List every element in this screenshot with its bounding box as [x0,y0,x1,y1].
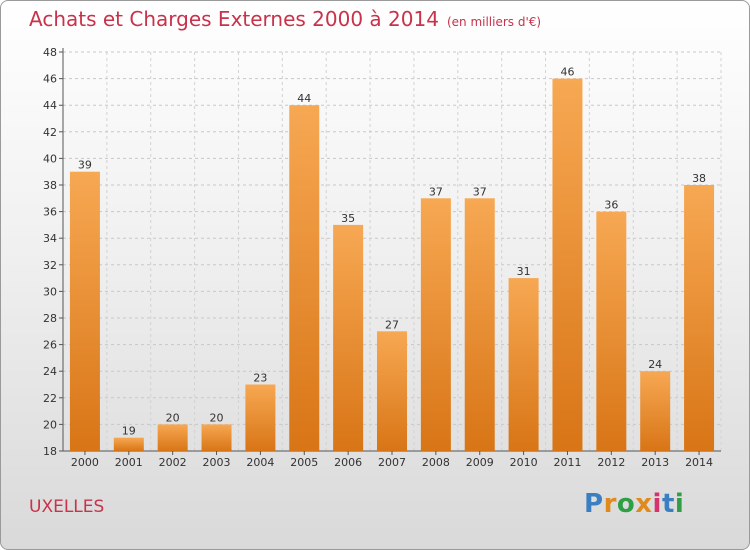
data-label-2000: 39 [78,159,92,172]
bar-2005 [289,105,320,451]
y-tick-label: 30 [43,285,57,298]
data-label-2003: 20 [210,411,224,424]
axes: 18 20 22 24 26 28 30 32 34 36 38 40 42 44 46 48 [43,46,721,458]
x-tick-label-2013: 2013 [641,456,669,469]
x-tick-label-2001: 2001 [115,456,143,469]
y-tick-label: 20 [43,418,57,431]
x-tick-label-2000: 2000 [71,456,99,469]
chart-subtitle: (en milliers d'€) [446,15,542,29]
data-label-2006: 35 [341,212,355,225]
y-tick-label: 24 [43,365,57,378]
data-label-2005: 44 [297,92,311,105]
data-label-2002: 20 [166,411,180,424]
bar-2000 [69,171,100,451]
bar-2010 [508,278,539,451]
x-tick-label-2011: 2011 [553,456,581,469]
bar-2009 [464,198,495,451]
y-tick-label: 34 [43,232,57,245]
bar-2003 [201,424,232,451]
bars [69,78,715,451]
chart-title: Achats et Charges Externes 2000 à 2014 (e… [29,7,541,31]
y-tick-label: 38 [43,179,57,192]
y-tick-label: 48 [43,46,57,59]
bar-2012 [596,211,627,451]
data-label-2008: 37 [429,185,443,198]
y-tick-label: 18 [43,445,57,458]
y-tick-label: 26 [43,339,57,352]
y-tick-label: 44 [43,99,57,112]
data-label-2011: 46 [560,66,574,79]
data-label-2012: 36 [604,199,618,212]
bar-2004 [245,384,276,451]
x-tick-label-2010: 2010 [510,456,538,469]
y-tick-label: 40 [43,152,57,165]
x-tick-label-2009: 2009 [466,456,494,469]
x-tick-label-2014: 2014 [685,456,713,469]
x-tick-label-2012: 2012 [597,456,625,469]
bar-2006 [333,224,364,451]
y-tick-label: 36 [43,206,57,219]
x-tick-label-2003: 2003 [203,456,231,469]
y-tick-label: 32 [43,259,57,272]
bar-2014 [684,185,715,451]
x-tick-label-2006: 2006 [334,456,362,469]
bar-2001 [113,437,144,451]
data-label-2001: 19 [122,425,136,438]
logo-letter: t [661,489,675,519]
y-tick-label: 46 [43,73,57,86]
proxiti-logo[interactable]: Proxiti [584,489,684,519]
data-label-2007: 27 [385,318,399,331]
logo-letter: r [603,489,617,519]
logo-letter: P [584,489,604,519]
logo-letter: o [616,489,636,519]
data-label-2010: 31 [517,265,531,278]
labels: 39 2000 19 2001 20 2002 20 2003 23 2004 44 2005 35 20… [71,66,713,469]
bar-2007 [377,331,407,451]
bar-2008 [420,198,451,451]
x-tick-label-2005: 2005 [290,456,318,469]
data-label-2013: 24 [648,358,662,371]
data-label-2004: 23 [253,372,267,385]
y-tick-label: 28 [43,312,57,325]
y-tick-label: 42 [43,126,57,139]
x-tick-label-2004: 2004 [246,456,274,469]
x-tick-label-2008: 2008 [422,456,450,469]
bar-2013 [640,371,671,451]
logo-letter: i [652,489,662,519]
bar-2002 [157,424,188,451]
bar-2011 [552,78,583,451]
logo-letter: i [674,489,685,519]
data-label-2014: 38 [692,172,706,185]
x-tick-label-2002: 2002 [159,456,187,469]
x-tick-label-2007: 2007 [378,456,406,469]
chart-title-text: Achats et Charges Externes 2000 à 2014 [29,7,439,31]
data-label-2009: 37 [473,185,487,198]
place-name: UXELLES [29,497,105,517]
y-tick-label: 22 [43,392,57,405]
logo-letter: x [635,489,653,519]
